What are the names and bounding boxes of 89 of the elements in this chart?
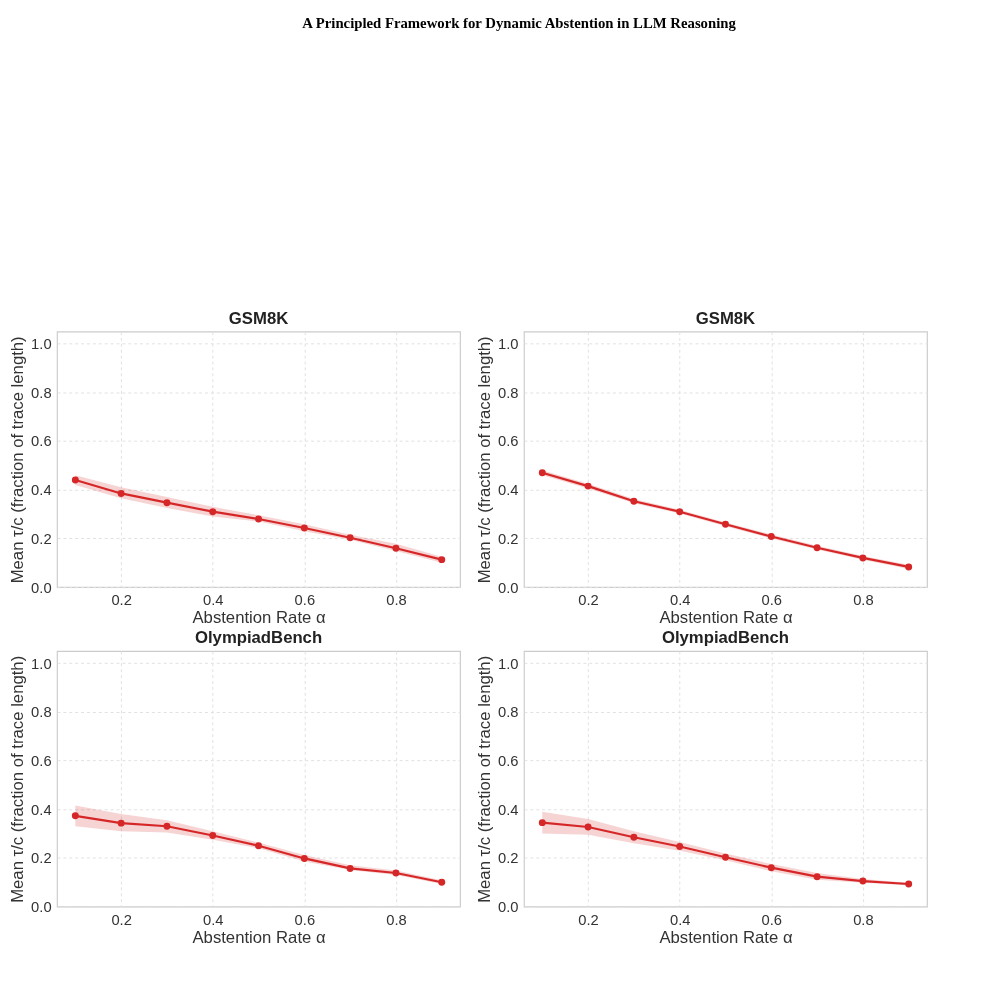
y-tick-label: 0.0 <box>498 899 519 916</box>
point <box>584 823 592 831</box>
x-tick-label: 0.2 <box>111 911 132 928</box>
chart-title: OlympiadBench <box>194 628 323 648</box>
point <box>346 534 354 542</box>
point <box>117 489 125 497</box>
y-axis-title: Mean τ/c (fraction of trace length) <box>475 336 495 584</box>
x-tick-label: 0.6 <box>294 592 316 609</box>
point <box>722 853 729 861</box>
point <box>630 497 638 505</box>
point <box>767 533 775 540</box>
x-tick-label: 0.6 <box>761 592 783 609</box>
x-axis-title: Abstention Rate α <box>659 608 793 628</box>
y-tick-label: 1.0 <box>31 655 52 672</box>
point <box>163 822 171 830</box>
y-tick-label: 0.4 <box>498 482 519 499</box>
point <box>859 877 867 885</box>
y-tick-label: 0.8 <box>498 384 519 401</box>
point <box>584 482 592 490</box>
point <box>300 854 308 862</box>
chart-title: OlympiadBench <box>661 628 790 648</box>
y-axis-title: Mean τ/c (fraction of trace length) <box>8 655 28 903</box>
x-tick-label: 0.8 <box>853 911 874 928</box>
y-tick-label: 0.6 <box>498 433 519 450</box>
y-tick-label: 0.6 <box>31 433 52 450</box>
x-axis-title: Abstention Rate α <box>192 608 326 628</box>
point <box>71 476 79 484</box>
point <box>346 864 354 872</box>
y-tick-label: 0.0 <box>31 899 52 916</box>
point <box>813 873 821 881</box>
x-tick-label: 0.2 <box>578 911 599 928</box>
point <box>438 878 446 886</box>
point <box>767 864 775 872</box>
y-tick-label: 0.0 <box>498 579 519 596</box>
y-tick-label: 0.4 <box>31 482 52 499</box>
point <box>392 544 400 552</box>
point <box>813 544 821 552</box>
chart-title: GSM8K <box>695 308 756 328</box>
x-axis-title: Abstention Rate α <box>192 927 326 947</box>
x-axis-title: Abstention Rate α <box>659 927 793 947</box>
x-tick-label: 0.6 <box>294 911 316 928</box>
y-axis-title: Mean τ/c (fraction of trace length) <box>475 655 495 903</box>
point <box>722 520 729 528</box>
x-tick-label: 0.2 <box>578 592 599 609</box>
y-tick-label: 0.8 <box>31 704 52 721</box>
x-tick-label: 0.4 <box>669 592 691 609</box>
point <box>676 843 684 850</box>
y-tick-label: 0.4 <box>498 801 519 818</box>
x-tick-label: 0.4 <box>202 911 224 928</box>
chart-title: GSM8K <box>228 308 289 328</box>
point <box>392 869 400 877</box>
point <box>117 819 125 827</box>
y-tick-label: 0.2 <box>31 530 52 547</box>
y-tick-label: 1.0 <box>498 336 519 353</box>
point <box>859 554 867 562</box>
point <box>300 524 308 532</box>
x-tick-label: 0.2 <box>111 592 132 609</box>
y-tick-label: 0.4 <box>31 801 52 818</box>
point <box>255 515 263 523</box>
text: A Principled Framework for Dynamic Abstention in LLM Reasoning <box>302 14 737 31</box>
point <box>209 508 217 516</box>
point <box>438 556 446 564</box>
point <box>538 469 546 477</box>
y-tick-label: 1.0 <box>498 655 519 672</box>
point <box>905 563 913 571</box>
y-tick-label: 0.6 <box>31 752 52 769</box>
point <box>630 833 638 841</box>
point <box>255 842 263 850</box>
y-axis-title: Mean τ/c (fraction of trace length) <box>8 336 28 584</box>
y-tick-label: 0.0 <box>31 579 52 596</box>
y-tick-label: 0.2 <box>498 850 519 867</box>
x-tick-label: 0.8 <box>853 592 874 609</box>
point <box>676 508 684 516</box>
x-tick-label: 0.8 <box>386 592 407 609</box>
x-tick-label: 0.4 <box>669 911 691 928</box>
point <box>209 832 217 840</box>
y-tick-label: 0.2 <box>498 530 519 547</box>
point <box>163 499 171 507</box>
point <box>538 819 546 827</box>
x-tick-label: 0.6 <box>761 911 783 928</box>
x-tick-label: 0.4 <box>202 592 224 609</box>
y-tick-label: 0.2 <box>31 850 52 867</box>
y-tick-label: 0.6 <box>498 752 519 769</box>
x-tick-label: 0.8 <box>386 911 407 928</box>
point <box>905 880 913 888</box>
y-tick-label: 0.8 <box>498 704 519 721</box>
y-tick-label: 0.8 <box>31 384 52 401</box>
y-tick-label: 1.0 <box>31 336 52 353</box>
point <box>71 812 79 820</box>
